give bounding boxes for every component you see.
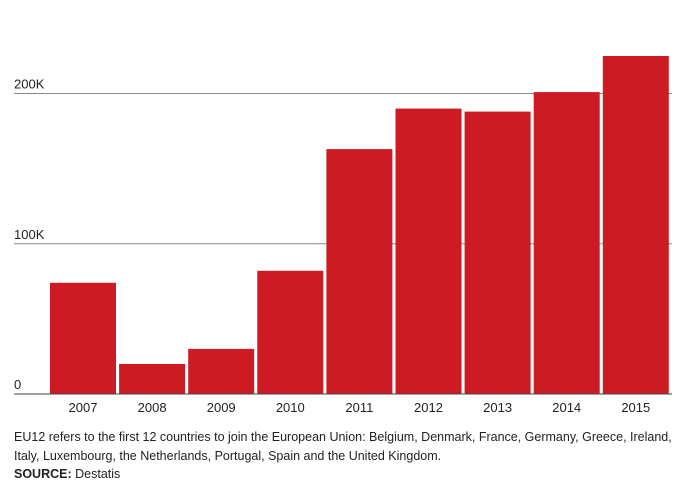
bar-2009 <box>188 348 255 394</box>
x-tick-labels: 2007 2008 2009 2010 2011 2012 2013 2014 2015 <box>69 400 651 415</box>
source-line: SOURCE: Destatis <box>14 466 120 483</box>
x-tick-label: 2008 <box>138 400 167 415</box>
bar-2013 <box>464 111 531 394</box>
bars <box>50 56 669 394</box>
x-tick-label: 2012 <box>414 400 443 415</box>
source-value: Destatis <box>75 467 121 481</box>
bar-2007 <box>50 282 116 394</box>
x-tick-label: 2007 <box>69 400 98 415</box>
bar-2008 <box>119 364 186 394</box>
x-tick-label: 2015 <box>621 400 650 415</box>
source-label: SOURCE: <box>14 467 72 481</box>
bar-2010 <box>257 270 324 394</box>
y-tick-label: 200K <box>14 77 45 92</box>
y-tick-label: 0 <box>14 377 21 392</box>
y-tick-labels: 0 100K 200K <box>14 77 45 392</box>
x-tick-label: 2014 <box>552 400 581 415</box>
bar-2011 <box>326 149 393 394</box>
x-tick-label: 2013 <box>483 400 512 415</box>
y-tick-label: 100K <box>14 227 45 242</box>
x-tick-label: 2011 <box>345 400 373 415</box>
bar-2012 <box>395 108 462 394</box>
bar-2015 <box>602 56 669 394</box>
bar-2014 <box>533 92 600 394</box>
x-tick-label: 2009 <box>207 400 236 415</box>
x-tick-label: 2010 <box>276 400 305 415</box>
footnote: EU12 refers to the first 12 countries to… <box>14 430 672 463</box>
